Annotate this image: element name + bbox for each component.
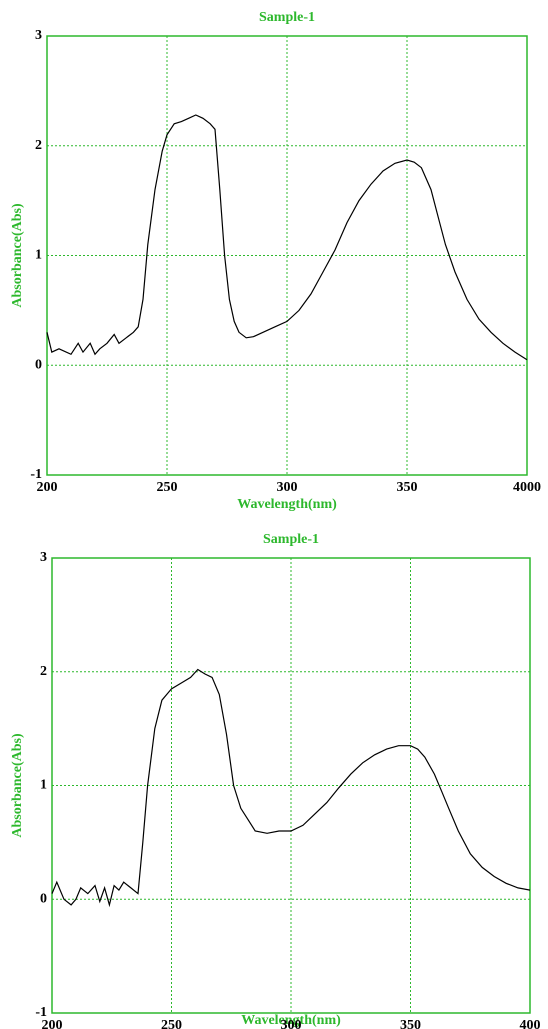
x-axis-label: Wavelength(nm) bbox=[241, 1013, 341, 1028]
plot-frame bbox=[46, 35, 528, 476]
x-tick-label: 300 bbox=[281, 1018, 302, 1029]
y-tick-label: 2 bbox=[35, 138, 42, 153]
x-axis-label: Wavelength(nm) bbox=[237, 497, 337, 512]
y-tick-label: 3 bbox=[40, 550, 47, 565]
y-tick-label: -1 bbox=[30, 467, 42, 482]
y-axis-label: Absorbance(Abs) bbox=[10, 733, 25, 838]
y-tick-label: 1 bbox=[40, 778, 47, 793]
x-tick-label: 350 bbox=[397, 480, 418, 495]
y-tick-label: 2 bbox=[40, 664, 47, 679]
x-tick-label: 200 bbox=[37, 480, 58, 495]
y-axis-label: Absorbance(Abs) bbox=[10, 203, 25, 308]
plot-frame bbox=[51, 557, 531, 1014]
y-tick-label: 1 bbox=[35, 248, 42, 263]
x-tick-label: 250 bbox=[157, 480, 178, 495]
y-tick-label: 0 bbox=[35, 357, 42, 372]
x-tick-label: 400 bbox=[520, 1018, 541, 1029]
x-tick-label: 350 bbox=[400, 1018, 421, 1029]
x-tick-label: 300 bbox=[277, 480, 298, 495]
spectrum-line bbox=[51, 668, 531, 908]
chart-title: Sample-1 bbox=[259, 10, 315, 25]
chart-panel: Sample-1 Wavelength(nm) Absorbance(Abs) -1 0… bbox=[10, 10, 541, 512]
spectrum-line bbox=[46, 114, 528, 361]
y-tick-label: -1 bbox=[35, 1005, 47, 1020]
chart-title: Sample-1 bbox=[263, 532, 319, 547]
x-tick-label: 200 bbox=[42, 1018, 63, 1029]
x-tick-label: 250 bbox=[161, 1018, 182, 1029]
chart-panel: Sample-1 Wavelength(nm) Absorbance(Abs) -1 0… bbox=[10, 532, 540, 1029]
y-tick-label: 3 bbox=[35, 28, 42, 43]
x-tick-label: 4000 bbox=[513, 480, 541, 495]
y-tick-label: 0 bbox=[40, 891, 47, 906]
